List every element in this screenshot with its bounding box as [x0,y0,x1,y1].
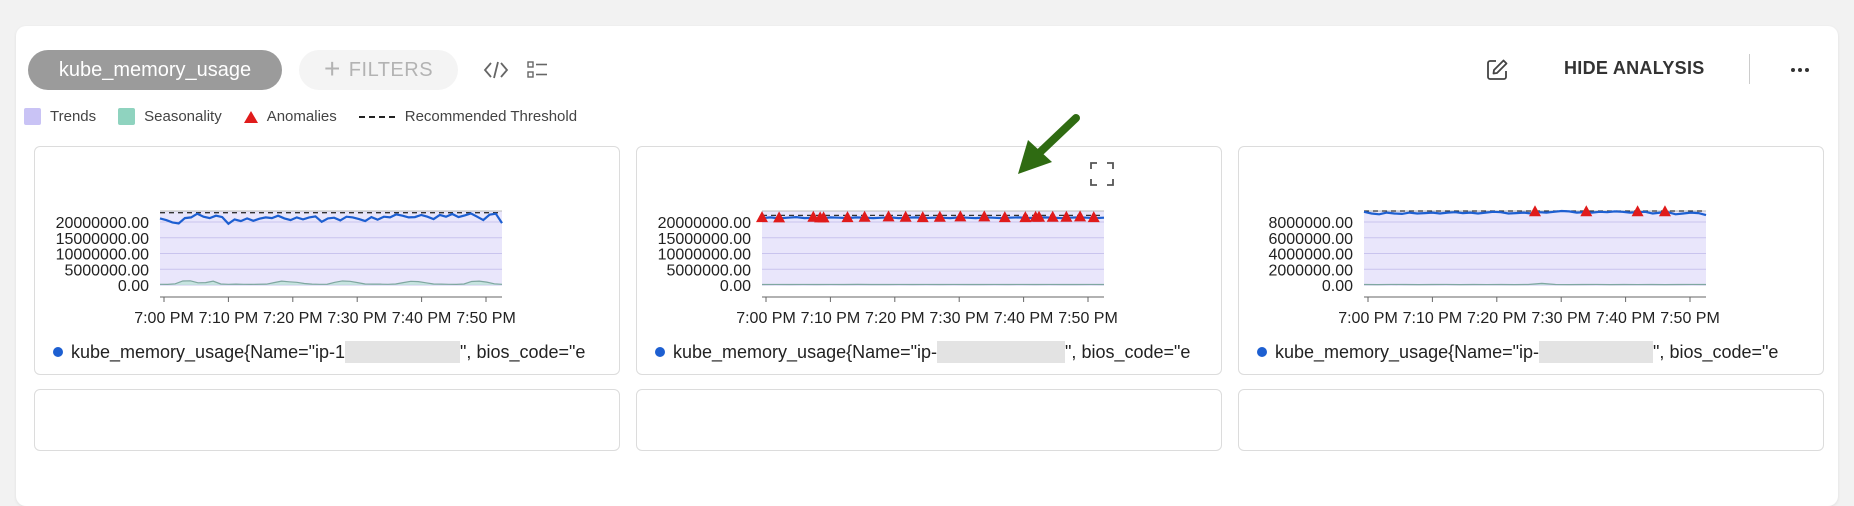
series-label-suffix: ", bios_code="e [1065,342,1190,363]
series-dot [53,347,63,357]
more-options-icon[interactable] [1786,56,1814,84]
line-chart: 8000000.006000000.004000000.002000000.00… [1239,147,1823,337]
filters-label: FILTERS [349,59,433,82]
series-label: kube_memory_usage{Name="ip-1 ", bios_cod… [53,341,585,363]
y-tick-label: 15000000.00 [56,231,150,248]
series-label-suffix: ", bios_code="e [460,342,585,363]
x-tick-label: 7:10 PM [801,310,861,327]
x-tick-label: 7:50 PM [1058,310,1118,327]
plus-icon: + [324,55,341,83]
series-dot [1257,347,1267,357]
y-tick-label: 10000000.00 [658,247,752,264]
y-tick-label: 2000000.00 [1268,262,1353,279]
y-tick-label: 20000000.00 [56,215,150,232]
y-tick-label: 0.00 [1322,278,1353,295]
x-tick-label: 7:20 PM [1467,310,1527,327]
legend-label: Recommended Threshold [405,108,577,125]
x-tick-label: 7:00 PM [736,310,796,327]
trends-swatch [24,108,41,125]
legend-label: Trends [50,108,96,125]
chart-card[interactable] [34,389,620,451]
y-tick-label: 6000000.00 [1268,231,1353,248]
series-label: kube_memory_usage{Name="ip- ", bios_code… [1257,341,1778,363]
x-tick-label: 7:40 PM [392,310,452,327]
threshold-dash-icon [359,116,395,118]
line-chart: 20000000.0015000000.0010000000.005000000… [35,147,619,337]
y-tick-label: 20000000.00 [658,215,752,232]
y-tick-label: 5000000.00 [64,262,149,279]
y-tick-label: 0.00 [720,278,751,295]
filters-button[interactable]: + FILTERS [299,50,458,90]
series-label: kube_memory_usage{Name="ip- ", bios_code… [655,341,1190,363]
series-dot [655,347,665,357]
annotation-arrow-icon [1018,112,1088,192]
y-tick-label: 8000000.00 [1268,215,1353,232]
metric-name-pill[interactable]: kube_memory_usage [28,50,282,90]
series-label-suffix: ", bios_code="e [1653,342,1778,363]
redacted-value [937,341,1065,363]
y-tick-label: 0.00 [118,278,149,295]
edit-icon[interactable] [1483,56,1511,84]
legend-label: Seasonality [144,108,222,125]
x-tick-label: 7:40 PM [994,310,1054,327]
toolbar-divider [1749,54,1750,84]
legend-item-anomalies[interactable]: Anomalies [244,108,337,125]
chart-card[interactable] [1238,389,1824,451]
expand-icon[interactable] [1089,161,1115,187]
x-tick-label: 7:30 PM [929,310,989,327]
x-tick-label: 7:10 PM [199,310,259,327]
legend-label: Anomalies [267,108,337,125]
x-tick-label: 7:50 PM [456,310,516,327]
line-chart: 20000000.0015000000.0010000000.005000000… [637,147,1221,337]
series-label-prefix: kube_memory_usage{Name="ip- [1275,342,1539,363]
legend-item-seasonality[interactable]: Seasonality [118,108,222,125]
y-tick-label: 5000000.00 [666,262,751,279]
x-tick-label: 7:40 PM [1596,310,1656,327]
x-tick-label: 7:00 PM [134,310,194,327]
anomaly-triangle-icon [244,111,258,123]
x-tick-label: 7:30 PM [327,310,387,327]
x-tick-label: 7:20 PM [263,310,323,327]
chart-legend: Trends Seasonality Anomalies Recommended… [24,108,599,125]
y-tick-label: 4000000.00 [1268,247,1353,264]
chart-card[interactable] [636,389,1222,451]
redacted-value [345,341,460,363]
code-icon[interactable] [482,56,510,84]
x-tick-label: 7:30 PM [1531,310,1591,327]
hide-analysis-button[interactable]: HIDE ANALYSIS [1564,58,1705,79]
y-tick-label: 10000000.00 [56,247,150,264]
legend-item-trends[interactable]: Trends [24,108,96,125]
legend-item-threshold[interactable]: Recommended Threshold [359,108,577,125]
checklist-icon[interactable] [524,56,552,84]
series-label-prefix: kube_memory_usage{Name="ip-1 [71,342,345,363]
y-tick-label: 15000000.00 [658,231,752,248]
x-tick-label: 7:50 PM [1660,310,1720,327]
series-label-prefix: kube_memory_usage{Name="ip- [673,342,937,363]
seasonality-swatch [118,108,135,125]
x-tick-label: 7:10 PM [1403,310,1463,327]
redacted-value [1539,341,1653,363]
x-tick-label: 7:20 PM [865,310,925,327]
x-tick-label: 7:00 PM [1338,310,1398,327]
